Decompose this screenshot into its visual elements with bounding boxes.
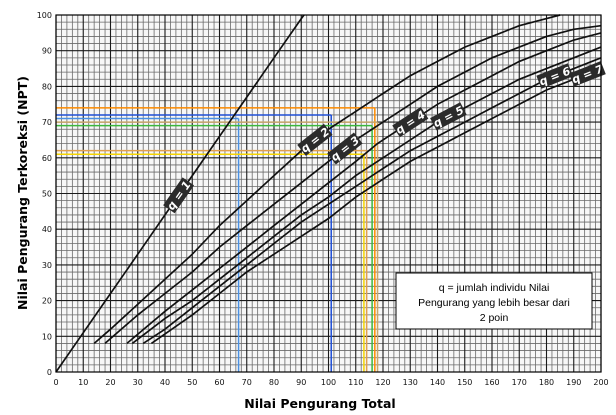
y-tick-label: 30: [42, 261, 52, 270]
curve-q7: [150, 67, 602, 345]
curve-label-bg: [392, 106, 429, 138]
x-tick-label: 30: [133, 378, 143, 387]
x-tick-label: 70: [242, 378, 252, 387]
x-tick-label: 200: [593, 378, 608, 387]
y-tick-label: 20: [42, 297, 52, 306]
curve-label-bg: [297, 123, 333, 156]
curve-label-bg: [536, 63, 574, 89]
x-tick-label: 140: [430, 378, 445, 387]
x-tick-label: 170: [512, 378, 527, 387]
annotation-box: q = jumlah individu Nilai Pengurang yang…: [395, 272, 593, 330]
y-tick-label: 80: [42, 82, 52, 91]
y-tick-label: 50: [42, 190, 52, 199]
curve-label-bg: [569, 61, 606, 87]
x-tick-label: 40: [160, 378, 170, 387]
x-tick-label: 60: [214, 378, 224, 387]
x-tick-label: 130: [403, 378, 418, 387]
x-tick-label: 150: [457, 378, 472, 387]
annotation-line-3: 2 poin: [480, 312, 509, 324]
x-tick-label: 120: [375, 378, 390, 387]
x-tick-label: 180: [539, 378, 554, 387]
plot-border: [55, 14, 602, 373]
y-tick-label: 40: [42, 225, 52, 234]
curve-q1: [55, 14, 305, 373]
x-tick-label: 90: [296, 378, 306, 387]
curve-label-bg: [163, 177, 195, 214]
x-tick-label: 0: [53, 378, 58, 387]
x-tick-label: 160: [484, 378, 499, 387]
x-tick-label: 110: [348, 378, 363, 387]
y-tick-label: 100: [37, 11, 52, 20]
y-axis-title: Nilai Pengurang Terkoreksi (NPT): [15, 76, 30, 310]
curve-label-bg: [430, 102, 467, 131]
y-tick-label: 10: [42, 332, 52, 341]
curve-q2: [93, 14, 561, 345]
x-tick-label: 10: [78, 378, 88, 387]
curves: [55, 14, 602, 373]
reference-lines: [56, 107, 379, 372]
x-tick-labels: 0 10 20 30 40 50 60 70 80 90 100 110 120 130 140 150 160…: [53, 378, 608, 387]
y-tick-labels: 0 10 20 30 40 50 60 70 80 90 100: [37, 11, 52, 377]
annotation-line-2: Pengurang yang lebih besar dari: [418, 297, 570, 309]
curve-q6: [142, 57, 602, 345]
x-axis-title: Nilai Pengurang Total: [244, 396, 395, 411]
x-tick-label: 50: [187, 378, 197, 387]
y-tick-label: 90: [42, 47, 52, 56]
annotation-line-1: q = jumlah individu Nilai: [439, 282, 550, 294]
x-tick-label: 100: [321, 378, 336, 387]
curve-q5: [131, 46, 602, 345]
x-tick-label: 20: [105, 378, 115, 387]
x-tick-label: 190: [566, 378, 581, 387]
curve-q4: [126, 32, 602, 345]
y-tick-label: 70: [42, 118, 52, 127]
curve-label-bg: [327, 132, 363, 165]
y-tick-label: 60: [42, 154, 52, 163]
y-tick-label: 0: [47, 368, 52, 377]
x-tick-label: 80: [269, 378, 279, 387]
